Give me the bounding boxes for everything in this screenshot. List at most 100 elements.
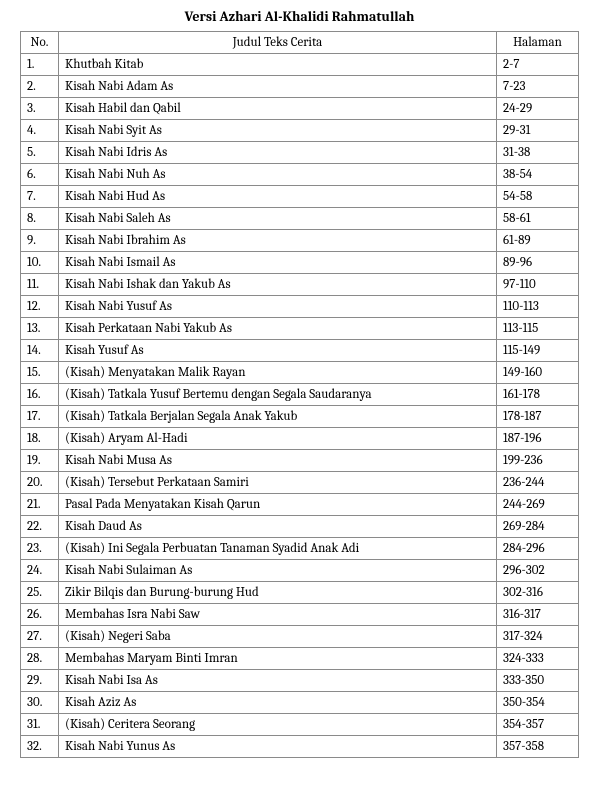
cell-halaman: 161-178 — [497, 384, 579, 406]
cell-no: 26. — [21, 604, 59, 626]
table-row: 14.Kisah Yusuf As115-149 — [21, 340, 579, 362]
table-row: 6.Kisah Nabi Nuh As38-54 — [21, 164, 579, 186]
cell-no: 14. — [21, 340, 59, 362]
cell-halaman: 24-29 — [497, 98, 579, 120]
cell-judul: Kisah Nabi Ismail As — [59, 252, 497, 274]
cell-halaman: 269-284 — [497, 516, 579, 538]
table-row: 15.(Kisah) Menyatakan Malik Rayan149-160 — [21, 362, 579, 384]
contents-table: No. Judul Teks Cerita Halaman 1.Khutbah … — [20, 31, 579, 758]
cell-judul: Kisah Nabi Syit As — [59, 120, 497, 142]
cell-judul: Kisah Nabi Yusuf As — [59, 296, 497, 318]
cell-judul: Pasal Pada Menyatakan Kisah Qarun — [59, 494, 497, 516]
cell-judul: Kisah Nabi Adam As — [59, 76, 497, 98]
table-row: 26.Membahas Isra Nabi Saw316-317 — [21, 604, 579, 626]
cell-no: 25. — [21, 582, 59, 604]
cell-halaman: 54-58 — [497, 186, 579, 208]
table-row: 19.Kisah Nabi Musa As199-236 — [21, 450, 579, 472]
cell-halaman: 58-61 — [497, 208, 579, 230]
cell-no: 3. — [21, 98, 59, 120]
cell-no: 16. — [21, 384, 59, 406]
cell-no: 23. — [21, 538, 59, 560]
cell-halaman: 244-269 — [497, 494, 579, 516]
cell-no: 6. — [21, 164, 59, 186]
table-row: 29.Kisah Nabi Isa As333-350 — [21, 670, 579, 692]
cell-halaman: 38-54 — [497, 164, 579, 186]
header-judul: Judul Teks Cerita — [59, 32, 497, 54]
cell-halaman: 296-302 — [497, 560, 579, 582]
header-no: No. — [21, 32, 59, 54]
cell-no: 29. — [21, 670, 59, 692]
table-row: 7.Kisah Nabi Hud As54-58 — [21, 186, 579, 208]
table-row: 17.(Kisah) Tatkala Berjalan Segala Anak … — [21, 406, 579, 428]
cell-no: 19. — [21, 450, 59, 472]
cell-no: 30. — [21, 692, 59, 714]
cell-judul: Kisah Nabi Ibrahim As — [59, 230, 497, 252]
cell-no: 4. — [21, 120, 59, 142]
cell-halaman: 149-160 — [497, 362, 579, 384]
cell-halaman: 110-113 — [497, 296, 579, 318]
table-row: 32.Kisah Nabi Yunus As357-358 — [21, 736, 579, 758]
cell-no: 27. — [21, 626, 59, 648]
table-row: 22.Kisah Daud As269-284 — [21, 516, 579, 538]
cell-halaman: 7-23 — [497, 76, 579, 98]
cell-no: 12. — [21, 296, 59, 318]
cell-no: 5. — [21, 142, 59, 164]
cell-no: 17. — [21, 406, 59, 428]
cell-judul: Kisah Habil dan Qabil — [59, 98, 497, 120]
cell-halaman: 324-333 — [497, 648, 579, 670]
cell-judul: Kisah Perkataan Nabi Yakub As — [59, 318, 497, 340]
table-header-row: No. Judul Teks Cerita Halaman — [21, 32, 579, 54]
cell-halaman: 284-296 — [497, 538, 579, 560]
cell-no: 15. — [21, 362, 59, 384]
cell-no: 11. — [21, 274, 59, 296]
cell-judul: (Kisah) Tersebut Perkataan Samiri — [59, 472, 497, 494]
cell-halaman: 236-244 — [497, 472, 579, 494]
cell-judul: (Kisah) Ceritera Seorang — [59, 714, 497, 736]
cell-halaman: 187-196 — [497, 428, 579, 450]
cell-judul: Kisah Aziz As — [59, 692, 497, 714]
table-row: 18.(Kisah) Aryam Al-Hadi187-196 — [21, 428, 579, 450]
table-row: 4.Kisah Nabi Syit As29-31 — [21, 120, 579, 142]
cell-no: 24. — [21, 560, 59, 582]
cell-judul: Kisah Nabi Yunus As — [59, 736, 497, 758]
cell-judul: Kisah Nabi Idris As — [59, 142, 497, 164]
header-halaman: Halaman — [497, 32, 579, 54]
table-row: 20.(Kisah) Tersebut Perkataan Samiri236-… — [21, 472, 579, 494]
table-row: 25.Zikir Bilqis dan Burung-burung Hud302… — [21, 582, 579, 604]
table-row: 11.Kisah Nabi Ishak dan Yakub As97-110 — [21, 274, 579, 296]
table-row: 12.Kisah Nabi Yusuf As110-113 — [21, 296, 579, 318]
cell-no: 13. — [21, 318, 59, 340]
cell-judul: Kisah Nabi Hud As — [59, 186, 497, 208]
cell-judul: Kisah Nabi Isa As — [59, 670, 497, 692]
cell-halaman: 178-187 — [497, 406, 579, 428]
cell-judul: Membahas Maryam Binti Imran — [59, 648, 497, 670]
cell-judul: (Kisah) Ini Segala Perbuatan Tanaman Sya… — [59, 538, 497, 560]
cell-no: 2. — [21, 76, 59, 98]
cell-judul: (Kisah) Negeri Saba — [59, 626, 497, 648]
cell-halaman: 333-350 — [497, 670, 579, 692]
cell-halaman: 317-324 — [497, 626, 579, 648]
cell-no: 28. — [21, 648, 59, 670]
cell-halaman: 89-96 — [497, 252, 579, 274]
table-row: 31.(Kisah) Ceritera Seorang354-357 — [21, 714, 579, 736]
cell-no: 8. — [21, 208, 59, 230]
cell-halaman: 31-38 — [497, 142, 579, 164]
table-title: Versi Azhari Al-Khalidi Rahmatullah — [20, 8, 579, 25]
table-row: 8.Kisah Nabi Saleh As58-61 — [21, 208, 579, 230]
cell-halaman: 2-7 — [497, 54, 579, 76]
cell-judul: Kisah Nabi Ishak dan Yakub As — [59, 274, 497, 296]
cell-no: 31. — [21, 714, 59, 736]
cell-halaman: 350-354 — [497, 692, 579, 714]
table-row: 23.(Kisah) Ini Segala Perbuatan Tanaman … — [21, 538, 579, 560]
cell-judul: (Kisah) Menyatakan Malik Rayan — [59, 362, 497, 384]
cell-judul: (Kisah) Tatkala Yusuf Bertemu dengan Seg… — [59, 384, 497, 406]
table-row: 5.Kisah Nabi Idris As31-38 — [21, 142, 579, 164]
cell-halaman: 113-115 — [497, 318, 579, 340]
table-row: 16.(Kisah) Tatkala Yusuf Bertemu dengan … — [21, 384, 579, 406]
cell-judul: Kisah Daud As — [59, 516, 497, 538]
cell-halaman: 199-236 — [497, 450, 579, 472]
cell-halaman: 115-149 — [497, 340, 579, 362]
table-row: 21.Pasal Pada Menyatakan Kisah Qarun244-… — [21, 494, 579, 516]
cell-no: 21. — [21, 494, 59, 516]
cell-halaman: 61-89 — [497, 230, 579, 252]
